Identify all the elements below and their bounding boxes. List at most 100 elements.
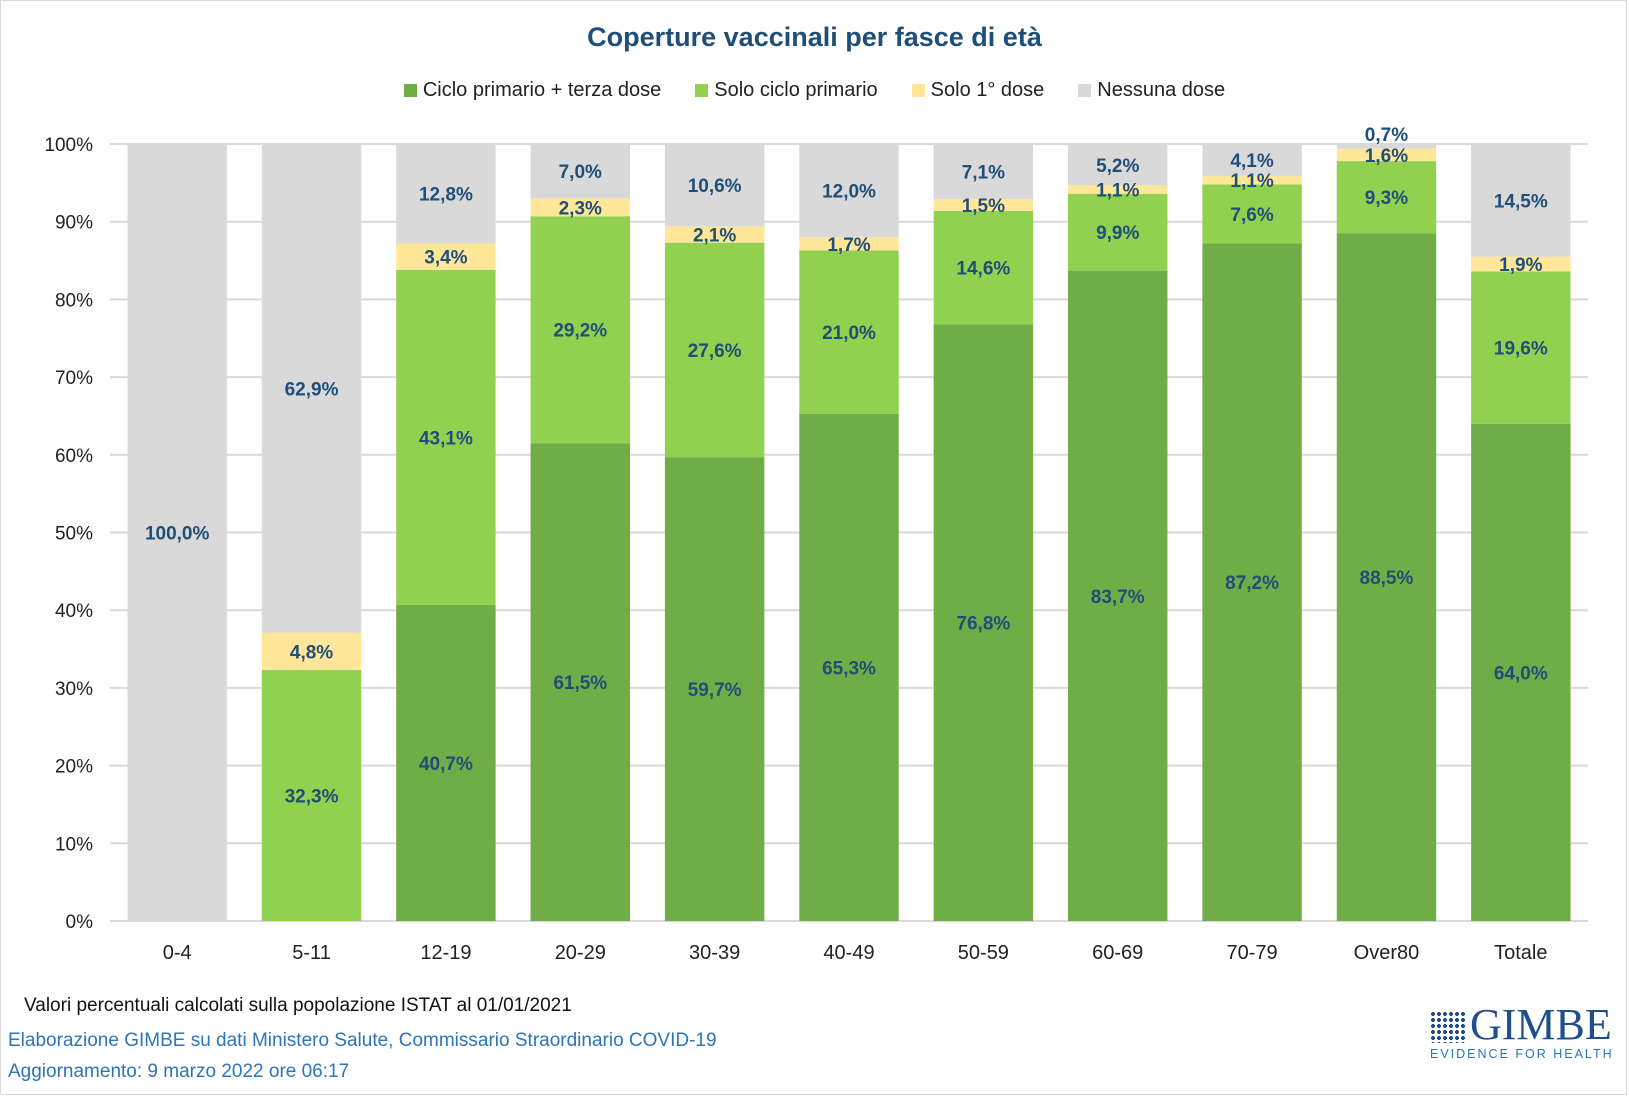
y-tick-label: 20% — [55, 757, 93, 778]
data-label: 59,7% — [688, 680, 742, 701]
gimbe-logo: GIMBE EVIDENCE FOR HEALTH — [1430, 1000, 1612, 1063]
bar-segment — [127, 144, 227, 921]
data-label: 12,8% — [419, 185, 473, 206]
bar-segment — [1336, 148, 1437, 162]
x-tick-label: 40-49 — [823, 942, 874, 960]
legend-label: Solo ciclo primario — [714, 79, 878, 101]
data-label: 14,6% — [956, 259, 1010, 280]
data-label: 1,7% — [827, 235, 870, 256]
bar-segment — [530, 443, 630, 921]
bar-segment — [1336, 144, 1437, 149]
legend-label: Ciclo primario + terza dose — [422, 79, 662, 101]
source-credit: Elaborazione GIMBE su dati Ministero Sal… — [8, 1030, 717, 1051]
y-tick-label: 90% — [55, 213, 93, 234]
bar-segment — [261, 670, 362, 921]
bar-segment — [799, 413, 899, 921]
bar-segment — [1068, 144, 1168, 186]
legend-item: Nessuna dose — [1078, 79, 1225, 102]
data-label: 64,0% — [1494, 663, 1548, 684]
data-label: 7,6% — [1230, 205, 1273, 226]
data-label: 40,7% — [419, 754, 473, 775]
data-label: 3,4% — [424, 248, 467, 269]
x-tick-label: 30-39 — [689, 942, 740, 960]
data-label: 62,9% — [285, 379, 339, 400]
data-label: 100,0% — [145, 524, 210, 545]
stacked-bar-chart: 0% 10% 20% 30% 40% 50% 60% 70% 80% 90% 100% 100,0% 0… — [44, 125, 1588, 960]
data-label: 14,5% — [1494, 191, 1548, 212]
bar-segment — [799, 144, 899, 238]
bar-segment — [664, 457, 765, 921]
data-label: 10,6% — [688, 176, 742, 197]
data-label: 9,3% — [1365, 188, 1408, 209]
x-tick-label: Over80 — [1354, 942, 1420, 960]
data-label: 2,1% — [693, 226, 736, 247]
bar-segment — [664, 242, 765, 458]
legend-item: Solo ciclo primario — [695, 79, 878, 102]
x-tick-label: Totale — [1494, 942, 1547, 960]
bar-segment — [530, 144, 630, 199]
bar-segment — [933, 324, 1034, 921]
update-timestamp: Aggiornamento: 9 marzo 2022 ore 06:17 — [8, 1061, 350, 1082]
x-tick-label: 12-19 — [420, 942, 471, 960]
legend-item: Ciclo primario + terza dose — [403, 79, 662, 102]
data-label: 1,6% — [1365, 146, 1408, 167]
bar-segment — [1471, 423, 1571, 921]
bar-segment — [799, 250, 899, 414]
bar-segment — [933, 210, 1034, 325]
data-label: 87,2% — [1225, 573, 1279, 594]
y-tick-label: 50% — [55, 524, 93, 545]
bar-segment — [396, 243, 496, 270]
data-label: 1,1% — [1230, 171, 1273, 192]
bar-segment — [933, 144, 1034, 200]
legend-swatch — [911, 84, 925, 97]
x-tick-label: 70-79 — [1227, 942, 1278, 960]
data-label: 4,8% — [290, 642, 333, 663]
data-label: 29,2% — [553, 321, 607, 342]
legend-item: Solo 1° dose — [911, 79, 1045, 102]
x-tick-label: 5-11 — [292, 942, 331, 960]
y-tick-label: 100% — [44, 135, 93, 156]
bar-segment — [1068, 193, 1168, 271]
bar-segment — [1202, 243, 1302, 921]
data-label: 19,6% — [1494, 339, 1548, 360]
y-tick-label: 70% — [55, 368, 93, 389]
legend-swatch — [403, 84, 417, 97]
data-label: 7,1% — [962, 163, 1005, 184]
logo-grid-icon — [1430, 1011, 1466, 1043]
data-label: 65,3% — [822, 658, 876, 679]
bar-segment — [396, 269, 496, 605]
x-tick-label: 0-4 — [163, 942, 192, 960]
y-tick-label: 80% — [55, 290, 93, 311]
data-label: 5,2% — [1096, 156, 1139, 177]
bar-segment — [1336, 161, 1437, 234]
y-tick-label: 30% — [55, 679, 93, 700]
bar-segment — [530, 216, 630, 444]
data-label: 43,1% — [419, 428, 473, 449]
data-label: 83,7% — [1091, 587, 1145, 608]
bar-segment — [1068, 270, 1168, 921]
logo-name: GIMBE — [1470, 1000, 1612, 1049]
bar-segment — [1202, 175, 1302, 185]
legend-label: Solo 1° dose — [930, 79, 1045, 101]
bar-segment — [261, 632, 362, 671]
bar-segment — [664, 226, 765, 243]
bar-segment — [1471, 271, 1571, 424]
bar-segment — [1202, 144, 1302, 176]
data-label: 7,0% — [559, 162, 602, 183]
bar-segment — [1471, 144, 1571, 257]
bar-segment — [1068, 185, 1168, 194]
bar-segment — [396, 604, 496, 921]
data-label: 32,3% — [285, 787, 339, 808]
bar-segment — [799, 237, 899, 251]
legend-swatch — [1078, 84, 1092, 97]
y-tick-label: 40% — [55, 601, 93, 622]
bar-segment — [933, 199, 1034, 211]
legend-label: Nessuna dose — [1097, 79, 1226, 101]
bar-segment — [530, 198, 630, 217]
x-tick-label: 60-69 — [1092, 942, 1143, 960]
data-label: 21,0% — [822, 323, 876, 344]
data-label: 12,0% — [822, 182, 876, 203]
data-label: 61,5% — [553, 673, 607, 694]
bar-segment — [664, 144, 765, 227]
